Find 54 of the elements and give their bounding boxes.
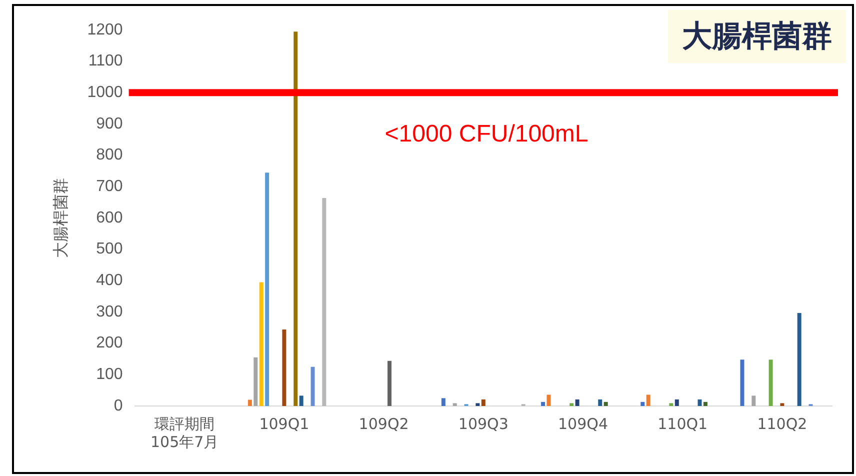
x-tick-label: 109Q2 xyxy=(358,414,409,433)
y-tick-label: 100 xyxy=(96,366,123,384)
y-tick-label: 600 xyxy=(96,209,123,226)
ref-line-label: <1000 CFU/100mL xyxy=(384,120,588,148)
y-axis-title: 大腸桿菌群 xyxy=(50,178,70,258)
bar xyxy=(598,399,602,406)
bar xyxy=(703,402,708,406)
bar xyxy=(768,360,773,406)
y-tick-label: 200 xyxy=(96,334,123,352)
bar xyxy=(740,360,744,406)
bar xyxy=(640,402,645,406)
x-tick-label: 109Q4 xyxy=(558,414,608,433)
bar xyxy=(780,403,784,406)
bar xyxy=(248,400,252,406)
bar xyxy=(674,399,679,406)
bar xyxy=(752,396,756,406)
y-tick-label: 500 xyxy=(96,240,123,258)
x-tick-label: 環評期間 105年7月 xyxy=(150,414,219,451)
bar xyxy=(310,366,315,406)
bar xyxy=(322,198,326,406)
x-tick-label: 109Q3 xyxy=(458,414,508,433)
y-tick-label: 1000 xyxy=(87,84,123,102)
bar xyxy=(604,402,608,406)
y-tick-label: 800 xyxy=(96,146,123,164)
y-tick-label: 400 xyxy=(96,272,123,290)
bar xyxy=(259,282,264,406)
bar xyxy=(254,357,258,406)
bar xyxy=(441,398,446,406)
bar xyxy=(476,403,480,406)
y-tick-label: 900 xyxy=(96,115,123,132)
bar xyxy=(388,360,392,406)
bar xyxy=(797,312,802,406)
x-tick-label: 110Q2 xyxy=(757,414,808,433)
bar xyxy=(452,403,457,406)
y-tick-label: 0 xyxy=(114,397,123,414)
y-tick-label: 300 xyxy=(96,303,123,320)
bar xyxy=(282,330,286,406)
bar xyxy=(546,394,551,406)
x-tick-label: 110Q1 xyxy=(658,414,708,433)
bar xyxy=(541,402,546,406)
bar xyxy=(570,403,574,406)
bar xyxy=(646,394,650,406)
bar xyxy=(294,32,298,406)
y-tick-label: 1100 xyxy=(88,52,123,70)
bar xyxy=(299,396,304,406)
bar xyxy=(481,399,486,406)
y-tick-label: 700 xyxy=(96,178,123,196)
x-tick-label: 109Q1 xyxy=(259,414,310,433)
y-tick-label: 1200 xyxy=(87,21,123,38)
bar xyxy=(575,399,580,406)
bar xyxy=(698,399,702,406)
bar xyxy=(265,172,270,406)
chart-title: 大腸桿菌群 xyxy=(668,10,846,63)
bar xyxy=(669,403,674,406)
